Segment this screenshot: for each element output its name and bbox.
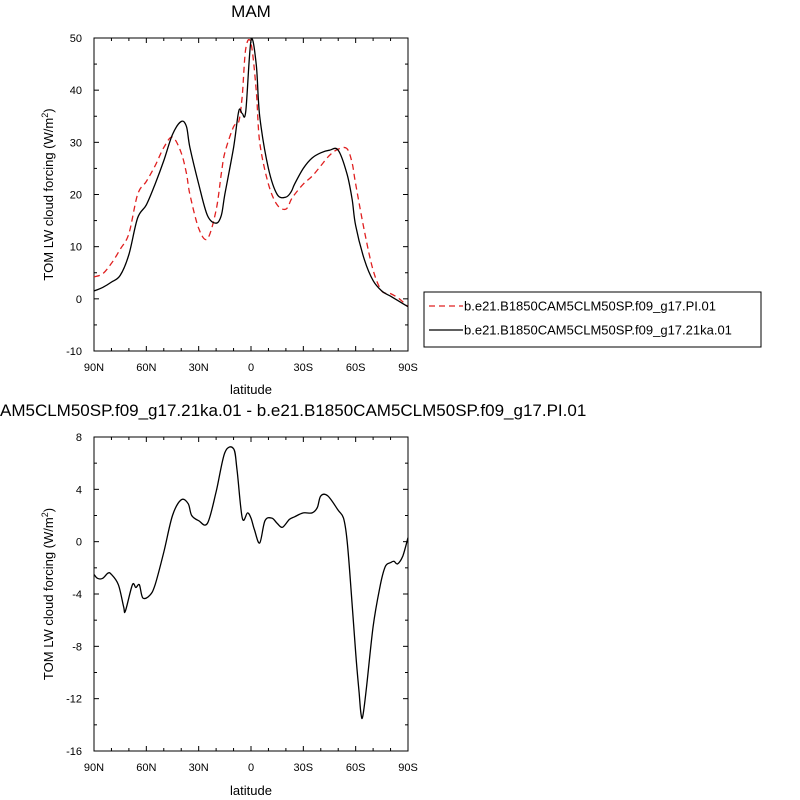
y-tick-label-bottom: 4 [76, 484, 82, 496]
x-tick-label-bottom: 90S [398, 762, 418, 774]
y-tick-label-top: 50 [70, 33, 82, 45]
x-tick-label-top: 30S [294, 362, 314, 374]
series-line-bottom-0 [93, 446, 409, 720]
panel-top: MAM 90N 60N 30N 0 30S 60S 90S -10 0 10 20 30 40 50 la… [40, 2, 418, 397]
y-tick-label-top: -10 [66, 346, 82, 358]
x-tick-label-bottom: 60S [346, 762, 366, 774]
y-tick-label-bottom: -8 [72, 641, 82, 653]
y-tick-label-top: 0 [76, 294, 82, 306]
x-tick-label-top: 60N [136, 362, 156, 374]
x-tick-label-top: 60S [346, 362, 366, 374]
y-tick-label-bottom: 0 [76, 537, 82, 549]
x-tick-label-top: 30N [189, 362, 209, 374]
plot-frame-top [93, 37, 409, 352]
x-axis-label-top: latitude [230, 382, 272, 397]
x-axis-label-bottom: latitude [230, 783, 272, 798]
y-tick-label-bottom: -16 [66, 746, 82, 758]
y-tick-label-top: 20 [70, 190, 82, 202]
series-line-top-0 [93, 38, 409, 308]
legend-label-pi: b.e21.B1850CAM5CLM50SP.f09_g17.PI.01 [464, 299, 716, 314]
x-tick-label-bottom: 30S [294, 762, 314, 774]
y-axis-label-bottom: TOM LW cloud forcing (W/m2) [40, 508, 56, 680]
y-tick-label-bottom: -4 [72, 589, 82, 601]
y-tick-label-top: 40 [70, 85, 82, 97]
x-tick-label-bottom: 30N [189, 762, 209, 774]
legend: b.e21.B1850CAM5CLM50SP.f09_g17.PI.01 b.e… [423, 291, 762, 348]
y-axis-label-top: TOM LW cloud forcing (W/m2) [40, 108, 56, 280]
panel-bottom: AM5CLM50SP.f09_g17.21ka.01 - b.e21.B1850… [0, 401, 586, 798]
series-line-top-1 [93, 38, 409, 308]
x-tick-label-bottom: 60N [136, 762, 156, 774]
y-tick-label-top: 30 [70, 137, 82, 149]
y-tick-label-bottom: 8 [76, 432, 82, 444]
y-tick-label-bottom: -12 [66, 694, 82, 706]
legend-label-21ka: b.e21.B1850CAM5CLM50SP.f09_g17.21ka.01 [464, 323, 732, 338]
x-tick-label-top: 90S [398, 362, 418, 374]
x-tick-label-bottom: 0 [248, 762, 254, 774]
x-tick-label-top: 90N [84, 362, 104, 374]
y-tick-label-top: 10 [70, 242, 82, 254]
legend-box [423, 291, 762, 348]
panel-bottom-title: AM5CLM50SP.f09_g17.21ka.01 - b.e21.B1850… [0, 401, 586, 420]
x-tick-label-bottom: 90N [84, 762, 104, 774]
x-tick-label-top: 0 [248, 362, 254, 374]
panel-top-title: MAM [231, 2, 271, 21]
